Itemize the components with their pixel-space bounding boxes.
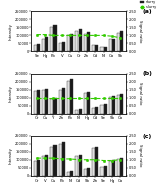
Bar — [75, 31, 78, 51]
Bar — [62, 42, 65, 51]
Bar — [103, 167, 107, 176]
Y-axis label: Signal ratio: Signal ratio — [138, 20, 142, 43]
Bar — [87, 168, 90, 176]
Bar — [100, 105, 103, 114]
Bar — [103, 104, 107, 114]
Bar — [95, 147, 98, 176]
Bar — [67, 81, 70, 114]
Bar — [59, 43, 62, 51]
Bar — [42, 156, 45, 176]
Bar — [95, 45, 98, 51]
Bar — [92, 149, 95, 176]
Text: (c): (c) — [143, 134, 152, 139]
Legend: standard, slurry, slurry / standard: standard, slurry, slurry / standard — [140, 0, 157, 10]
Bar — [112, 96, 115, 114]
Bar — [100, 47, 103, 51]
Bar — [100, 167, 103, 176]
Bar — [50, 147, 54, 176]
Bar — [92, 108, 95, 114]
Bar — [70, 34, 73, 51]
Bar — [78, 29, 82, 51]
Bar — [34, 45, 37, 51]
Bar — [112, 39, 115, 51]
Bar — [84, 34, 87, 51]
Y-axis label: Signal ratio: Signal ratio — [138, 82, 142, 105]
Bar — [59, 90, 62, 114]
Bar — [59, 144, 62, 176]
Bar — [54, 98, 57, 114]
Bar — [62, 142, 65, 176]
Bar — [109, 97, 112, 114]
Bar — [37, 90, 40, 114]
Bar — [87, 92, 90, 114]
Bar — [37, 44, 40, 51]
Bar — [109, 40, 112, 51]
Bar — [120, 31, 123, 51]
Bar — [37, 160, 40, 176]
Bar — [84, 93, 87, 114]
Bar — [45, 155, 48, 176]
Bar — [120, 158, 123, 176]
Bar — [112, 160, 115, 176]
Bar — [67, 35, 70, 51]
Y-axis label: Intensity: Intensity — [9, 85, 13, 102]
Y-axis label: Intensity: Intensity — [9, 23, 13, 40]
Bar — [50, 27, 54, 51]
Bar — [78, 109, 82, 114]
Bar — [109, 160, 112, 176]
Bar — [117, 159, 120, 176]
Bar — [45, 37, 48, 51]
Bar — [120, 94, 123, 114]
Bar — [50, 99, 54, 114]
Bar — [34, 91, 37, 114]
Y-axis label: Intensity: Intensity — [9, 147, 13, 164]
Bar — [75, 110, 78, 114]
Bar — [42, 39, 45, 51]
Bar — [54, 145, 57, 176]
Bar — [84, 169, 87, 176]
Text: (b): (b) — [143, 71, 152, 77]
Bar — [45, 89, 48, 114]
Bar — [67, 172, 70, 176]
Bar — [78, 155, 82, 176]
Bar — [92, 45, 95, 51]
Bar — [62, 88, 65, 114]
Bar — [75, 156, 78, 176]
Bar — [87, 32, 90, 51]
Bar — [117, 33, 120, 51]
Bar — [42, 90, 45, 114]
Bar — [103, 47, 107, 51]
Bar — [117, 95, 120, 114]
Y-axis label: Signal ratio: Signal ratio — [138, 144, 142, 167]
Bar — [95, 107, 98, 114]
Bar — [54, 25, 57, 51]
Bar — [34, 160, 37, 176]
Bar — [70, 79, 73, 114]
Text: (a): (a) — [143, 9, 152, 14]
Bar — [70, 171, 73, 176]
